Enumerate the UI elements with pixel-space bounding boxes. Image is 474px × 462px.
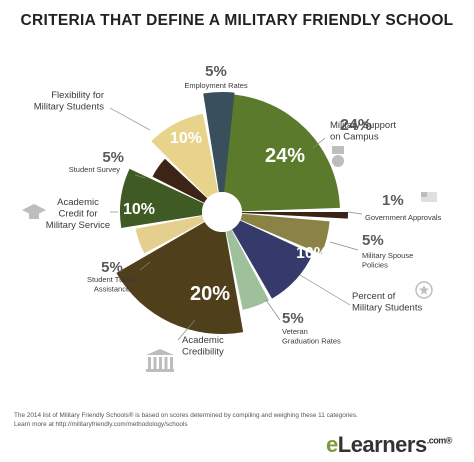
callout-percent: 5%	[362, 232, 384, 249]
callout-label: Employment Rates	[184, 81, 248, 90]
cap-board	[22, 204, 46, 216]
slice-4	[232, 220, 313, 299]
callout-label: Military Service	[46, 220, 110, 231]
footnote-line-2: Learn more at http://militaryfriendly.co…	[14, 420, 188, 428]
slice-1	[223, 94, 340, 212]
callout-label: on Campus	[330, 132, 379, 143]
slice-8	[120, 168, 204, 228]
building-column	[153, 357, 157, 369]
slice-percent-label: 10%	[123, 201, 155, 218]
building-column	[164, 357, 168, 369]
flag-icon	[421, 192, 437, 202]
callout-label: Graduation Rates	[282, 337, 341, 346]
callout-percent: 1%	[382, 192, 404, 209]
leader-line	[329, 241, 359, 251]
slice-9	[152, 158, 208, 203]
leader-line	[299, 274, 351, 306]
slice-percent-label: 10%	[296, 245, 328, 262]
leader-line	[109, 107, 151, 131]
leader-line	[265, 299, 281, 321]
callout-label: Military Spouse	[362, 251, 413, 260]
callout-percent: 5%	[282, 310, 304, 327]
slice-2	[241, 212, 348, 219]
callout-label: Flexibility for	[51, 90, 104, 101]
callout-label: Assistance	[94, 285, 130, 294]
footnote: The 2014 list of Military Friendly Schoo…	[14, 412, 374, 429]
chart-title: CRITERIA THAT DEFINE A MILITARY FRIENDLY…	[20, 12, 454, 29]
callout-label: Percent of	[352, 291, 396, 302]
star-shape	[419, 285, 429, 295]
slice-percent-labels: 24% 10% 20% 10% 10%	[123, 130, 328, 305]
callout-label: Student Tuition	[87, 275, 137, 284]
center-hole	[202, 192, 242, 232]
slice-percent-label: 20%	[190, 283, 230, 305]
decorative-icons	[22, 146, 437, 372]
logo-suffix: .com®	[426, 435, 453, 446]
flag-field	[421, 192, 437, 202]
callout-label: Military Students	[352, 303, 422, 314]
callout-label: Government Approvals	[365, 213, 442, 222]
medal-disc	[332, 155, 344, 167]
slice-percent-label: 10%	[170, 130, 202, 147]
flag-canton	[421, 192, 427, 197]
callout-label: Veteran	[282, 327, 308, 336]
logo-prefix: e	[326, 432, 338, 457]
slice-3	[240, 213, 330, 255]
building-columns-icon	[146, 349, 174, 372]
callout-percent: 24%	[340, 117, 372, 134]
star-icon	[415, 281, 433, 299]
callout-label: Credit for	[58, 209, 97, 220]
slice-percent-label: 24%	[265, 145, 305, 167]
building-column	[159, 357, 162, 369]
callout-percent: 5%	[102, 149, 124, 166]
callout-label: Academic	[57, 197, 99, 208]
leader-line	[139, 261, 151, 271]
logo-name: Learners	[337, 432, 427, 457]
slice-6	[116, 222, 244, 335]
callout-label: Policies	[362, 261, 388, 270]
leader-line	[312, 137, 326, 149]
callout-label: Credibility	[182, 347, 224, 358]
slice-5	[226, 229, 269, 310]
footnote-line-1: The 2014 list of Military Friendly Schoo…	[14, 412, 358, 419]
medal-icon	[332, 146, 344, 167]
callout-percent: 5%	[205, 63, 227, 80]
leader-line	[134, 174, 146, 179]
callout-label: Military Support	[330, 120, 396, 131]
slice-10	[151, 113, 219, 198]
graduation-cap-icon	[22, 204, 46, 219]
elearners-logo: eLearners.com®	[326, 432, 452, 458]
building-column	[148, 357, 151, 369]
callout-percent: 5%	[101, 259, 123, 276]
building-roof	[146, 349, 174, 355]
star-ring	[415, 281, 433, 299]
cap-base	[29, 213, 39, 219]
slice-11	[203, 92, 235, 193]
leader-line	[347, 211, 363, 215]
slice-7	[135, 215, 205, 254]
pie-slices	[116, 92, 348, 335]
building-base	[146, 369, 174, 372]
medal-ribbon	[332, 146, 344, 154]
leader-line	[177, 319, 196, 341]
callout-label: Military Students	[34, 102, 104, 113]
callout-label: Student Survey	[69, 165, 121, 174]
building-column	[170, 357, 173, 369]
callout-label: Academic	[182, 335, 224, 346]
leader-lines	[109, 107, 363, 341]
